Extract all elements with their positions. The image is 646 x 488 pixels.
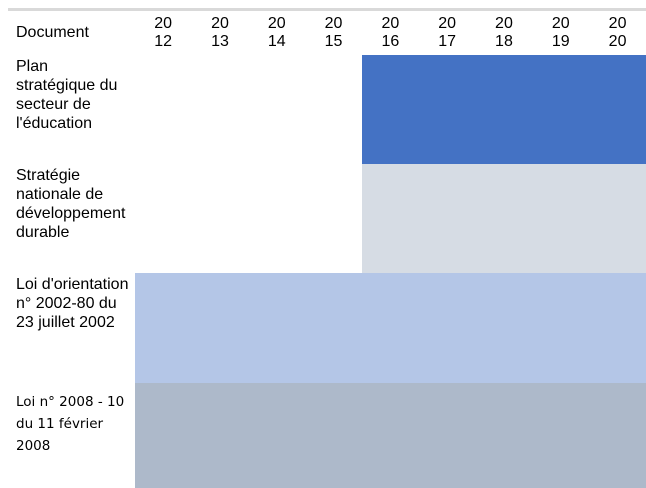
year-cell: [418, 383, 476, 488]
year-cell: [475, 273, 533, 383]
year-cell: [134, 273, 192, 383]
timeline-table: Document 20 12 20 13 20 14 20 15 20 16 20 17 2…: [8, 11, 646, 488]
year-cell: [475, 383, 533, 488]
year-header-2019: 20 19: [551, 15, 570, 50]
top-rule: [8, 8, 646, 11]
year-cell: [361, 164, 419, 273]
year-cell: [192, 164, 249, 273]
year-cell: [418, 55, 476, 164]
year-cell: [191, 383, 249, 488]
year-cell: [532, 164, 590, 273]
year-cell: [418, 273, 476, 383]
year-cell: [305, 55, 362, 164]
year-cell: [305, 273, 362, 383]
year-cell: [361, 383, 419, 488]
document-column-header: Document: [16, 24, 89, 41]
year-header-2013: 20 13: [211, 15, 229, 50]
year-cell: [589, 55, 646, 164]
year-cell: [248, 383, 306, 488]
year-cell: [532, 273, 590, 383]
year-cell: [305, 383, 362, 488]
year-cell: [305, 164, 362, 273]
year-header-2012: 20 12: [154, 15, 173, 50]
year-header-2016: 20 16: [381, 15, 400, 50]
timeline-row: Plan stratégique du secteur de l'éducati…: [8, 55, 646, 164]
year-cell: [361, 273, 419, 383]
year-cell: [248, 164, 305, 273]
year-cell: [532, 55, 590, 164]
year-cell: [135, 164, 192, 273]
year-cell: [589, 164, 646, 273]
year-cell: [589, 273, 646, 383]
timeline-row: Loi n° 2008 - 10 du 11 février 2008: [8, 383, 646, 488]
year-cell: [532, 383, 590, 488]
year-header-2020: 20 20: [608, 15, 627, 50]
row-label-loi-2002-80: Loi d'orientation n° 2002-80 du 23 juill…: [16, 276, 129, 331]
year-cell: [192, 55, 249, 164]
year-cell: [418, 164, 476, 273]
timeline-row: Stratégie nationale de développement dur…: [8, 164, 646, 273]
year-cell: [134, 383, 192, 488]
year-header-2017: 20 17: [438, 15, 457, 50]
year-cell: [248, 273, 306, 383]
year-header-2015: 20 15: [324, 15, 343, 50]
year-cell: [191, 273, 249, 383]
header-row: Document 20 12 20 13 20 14 20 15 20 16 20 17 2…: [8, 11, 646, 55]
year-header-2014: 20 14: [267, 15, 286, 50]
year-cell: [248, 55, 305, 164]
timeline-row: Loi d'orientation n° 2002-80 du 23 juill…: [8, 273, 646, 383]
row-label-strategie-nationale: Stratégie nationale de développement dur…: [16, 167, 126, 241]
year-cell: [589, 383, 646, 488]
year-cell: [361, 55, 419, 164]
year-cell: [475, 164, 533, 273]
year-cell: [135, 55, 192, 164]
year-header-2018: 20 18: [495, 15, 513, 50]
row-label-loi-2008-10: Loi n° 2008 - 10 du 11 février 2008: [16, 394, 125, 454]
year-cell: [475, 55, 533, 164]
row-label-plan-strategique: Plan stratégique du secteur de l'éducati…: [16, 58, 118, 132]
